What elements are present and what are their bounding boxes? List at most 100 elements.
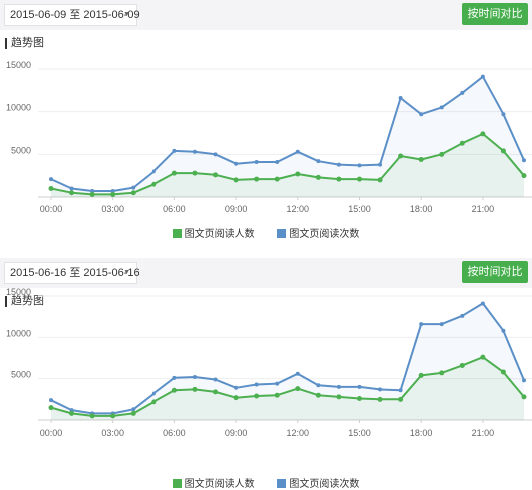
data-point bbox=[110, 413, 116, 419]
legend-label: 图文页阅读次数 bbox=[289, 229, 360, 240]
x-tick-label: 15:00 bbox=[348, 204, 371, 214]
x-tick-label: 18:00 bbox=[410, 428, 433, 438]
data-point bbox=[213, 389, 219, 395]
data-point bbox=[192, 386, 198, 392]
data-point bbox=[459, 362, 465, 368]
chart-legend: 图文页阅读人数 图文页阅读次数 bbox=[0, 225, 532, 240]
data-point bbox=[89, 191, 95, 197]
data-point bbox=[233, 395, 239, 401]
x-tick-label: 12:00 bbox=[287, 204, 310, 214]
date-range-picker[interactable]: 2015-06-16 至 2015-06-16 ▼ bbox=[4, 262, 140, 284]
filter-bar: 2015-06-09 至 2015-06-09 ▼ 按时间对比 bbox=[0, 0, 532, 30]
data-point bbox=[522, 158, 526, 163]
data-point bbox=[48, 185, 54, 191]
x-tick-label: 15:00 bbox=[348, 428, 371, 438]
section-title: 趋势图 bbox=[5, 38, 44, 49]
data-point bbox=[315, 392, 321, 398]
data-point bbox=[316, 383, 321, 388]
data-point bbox=[171, 170, 177, 176]
data-point bbox=[213, 152, 218, 157]
data-point bbox=[254, 382, 259, 387]
legend-item-reads[interactable]: 图文页阅读次数 bbox=[277, 475, 359, 490]
data-point bbox=[275, 160, 280, 165]
trend-panel-2: 2015-06-16 至 2015-06-16 ▼ 按时间对比 趋势图 5000… bbox=[0, 258, 532, 490]
data-point bbox=[234, 161, 239, 166]
data-point bbox=[316, 159, 321, 164]
legend-item-readers[interactable]: 图文页阅读人数 bbox=[172, 475, 255, 490]
trend-panel-1: 2015-06-09 至 2015-06-09 ▼ 按时间对比 趋势图 5000… bbox=[0, 0, 532, 240]
data-point bbox=[69, 186, 74, 191]
data-point bbox=[151, 169, 156, 174]
series-line bbox=[50, 356, 525, 417]
data-point bbox=[151, 399, 157, 405]
compare-by-time-button[interactable]: 按时间对比 bbox=[462, 261, 528, 283]
x-tick-label: 00:00 bbox=[40, 428, 63, 438]
data-point bbox=[501, 112, 506, 117]
data-point bbox=[480, 354, 486, 360]
data-point bbox=[69, 190, 75, 196]
data-point bbox=[377, 177, 383, 183]
data-point bbox=[48, 405, 54, 411]
data-point bbox=[130, 190, 136, 196]
data-point bbox=[439, 105, 444, 110]
chevron-down-icon: ▼ bbox=[123, 11, 130, 18]
trend-chart-2: 5000 10000 15000 00:00 03:00 06:00 09:00 12:00 1… bbox=[6, 287, 532, 438]
data-point bbox=[500, 369, 506, 375]
series-line bbox=[50, 75, 525, 192]
data-point bbox=[274, 392, 280, 398]
x-tick-label: 21:00 bbox=[472, 204, 495, 214]
data-point bbox=[213, 172, 219, 178]
legend-item-readers[interactable]: 图文页阅读人数 bbox=[172, 225, 255, 240]
data-point bbox=[49, 398, 53, 403]
data-point bbox=[522, 378, 526, 383]
data-point bbox=[480, 301, 485, 306]
x-tick-label: 18:00 bbox=[410, 204, 433, 214]
data-point bbox=[275, 381, 280, 386]
data-point bbox=[213, 377, 218, 382]
data-point bbox=[69, 408, 74, 413]
data-point bbox=[295, 386, 301, 392]
data-point bbox=[315, 174, 321, 180]
data-point bbox=[295, 371, 300, 376]
date-range-picker[interactable]: 2015-06-09 至 2015-06-09 ▼ bbox=[4, 4, 140, 26]
filter-bar: 2015-06-16 至 2015-06-16 ▼ 按时间对比 bbox=[0, 258, 532, 288]
data-point bbox=[500, 148, 506, 154]
chevron-down-icon: ▼ bbox=[123, 269, 130, 276]
data-point bbox=[234, 385, 239, 390]
series-area bbox=[51, 133, 524, 197]
data-point bbox=[295, 171, 301, 177]
data-point bbox=[192, 170, 198, 176]
data-point bbox=[192, 375, 197, 380]
data-point bbox=[357, 384, 362, 389]
data-point bbox=[336, 384, 341, 389]
x-tick-label: 09:00 bbox=[225, 428, 248, 438]
data-point bbox=[398, 96, 403, 101]
x-tick-label: 09:00 bbox=[225, 204, 248, 214]
data-point bbox=[151, 181, 157, 187]
data-point bbox=[192, 149, 197, 154]
x-tick-label: 12:00 bbox=[287, 428, 310, 438]
legend-swatch-reads bbox=[277, 229, 287, 238]
data-point bbox=[418, 156, 424, 162]
data-point bbox=[171, 387, 177, 393]
compare-by-time-button[interactable]: 按时间对比 bbox=[462, 3, 528, 25]
legend-item-reads[interactable]: 图文页阅读次数 bbox=[277, 225, 359, 240]
data-point bbox=[398, 153, 404, 159]
data-point bbox=[439, 370, 445, 376]
legend-label: 图文页阅读人数 bbox=[184, 229, 255, 240]
data-point bbox=[90, 189, 95, 194]
y-tick-label: 5000 bbox=[11, 370, 31, 380]
y-tick-label: 5000 bbox=[11, 145, 31, 155]
data-point bbox=[419, 112, 424, 117]
legend-swatch-readers bbox=[172, 479, 182, 488]
y-tick-label: 10000 bbox=[6, 328, 31, 338]
date-range-label: 2015-06-16 至 2015-06-16 bbox=[10, 267, 140, 279]
section-title: 趋势图 bbox=[5, 296, 44, 307]
data-point bbox=[378, 162, 383, 167]
x-tick-label: 03:00 bbox=[101, 428, 124, 438]
series-area bbox=[51, 76, 524, 197]
x-tick-label: 21:00 bbox=[472, 428, 495, 438]
data-point bbox=[521, 394, 527, 400]
legend-swatch-reads bbox=[277, 479, 287, 488]
data-point bbox=[49, 177, 53, 182]
